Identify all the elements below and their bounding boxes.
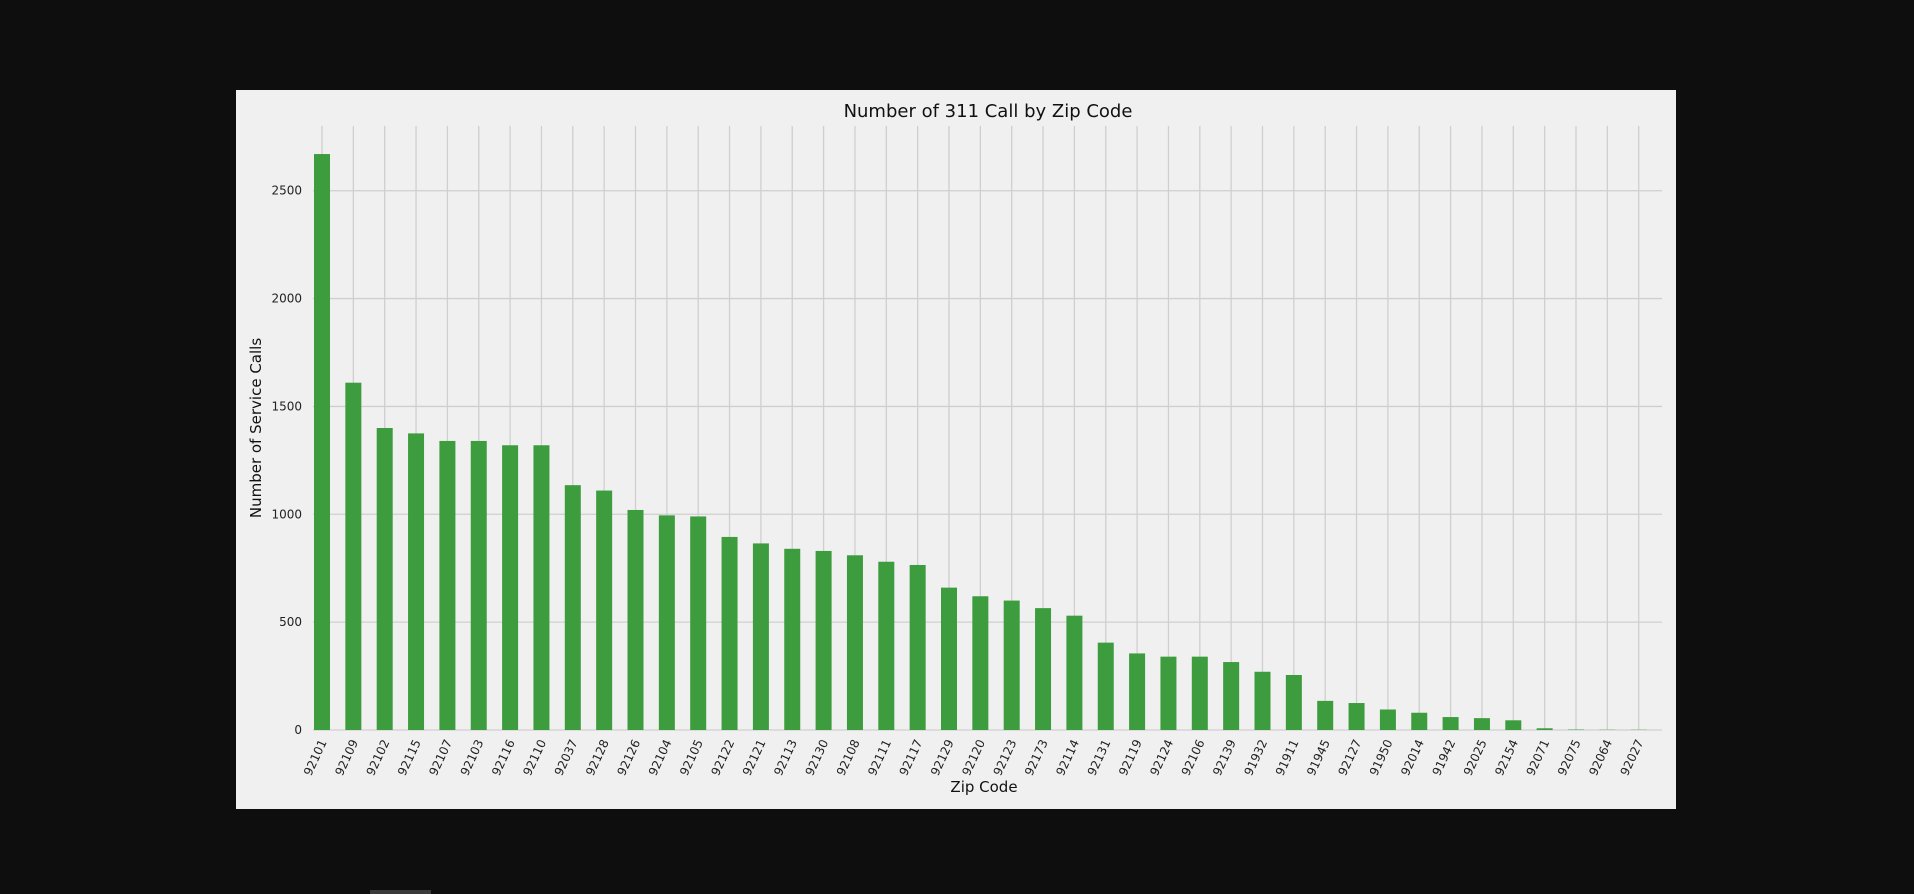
bar-92113 bbox=[784, 548, 801, 730]
bar-92121 bbox=[752, 543, 769, 730]
x-tick-label: 92075 bbox=[1555, 737, 1584, 778]
x-tick-label: 91945 bbox=[1304, 737, 1333, 778]
window-edge-tab bbox=[370, 890, 431, 894]
x-tick-label: 92115 bbox=[395, 737, 424, 778]
x-tick-label: 92126 bbox=[614, 737, 643, 778]
y-tick-label: 1500 bbox=[271, 399, 302, 413]
x-tick-label: 92064 bbox=[1586, 737, 1615, 778]
y-tick-label: 2500 bbox=[271, 184, 302, 198]
x-tick-label: 91932 bbox=[1241, 737, 1270, 778]
y-tick-label: 500 bbox=[279, 615, 302, 629]
x-tick-label: 92101 bbox=[301, 737, 330, 778]
x-tick-label: 92106 bbox=[1179, 737, 1208, 778]
bar-92123 bbox=[1003, 600, 1020, 730]
x-tick-label: 92114 bbox=[1053, 737, 1082, 778]
bar-92120 bbox=[972, 596, 989, 730]
x-axis-label: Zip Code bbox=[950, 778, 1017, 796]
x-tick-label: 92121 bbox=[740, 737, 769, 778]
bar-92154 bbox=[1505, 720, 1522, 730]
bars-layer bbox=[314, 154, 1647, 730]
chart-title: Number of 311 Call by Zip Code bbox=[844, 101, 1133, 122]
x-tick-label: 92105 bbox=[677, 737, 706, 778]
x-tick-label: 92119 bbox=[1116, 737, 1145, 778]
x-tick-label: 91942 bbox=[1429, 737, 1458, 778]
x-tick-label: 92116 bbox=[489, 737, 518, 778]
bar-92101 bbox=[314, 154, 330, 730]
x-tick-label: 92117 bbox=[897, 737, 926, 778]
bar-92119 bbox=[1129, 653, 1146, 730]
bar-92103 bbox=[470, 440, 487, 730]
x-tick-label: 92014 bbox=[1398, 737, 1427, 778]
x-tick-label: 92131 bbox=[1085, 737, 1114, 778]
x-tick-label: 92113 bbox=[771, 737, 800, 778]
x-tick-label: 92139 bbox=[1210, 737, 1239, 778]
bar-92071 bbox=[1536, 728, 1553, 730]
bar-91942 bbox=[1442, 717, 1459, 730]
x-tick-label: 92129 bbox=[928, 737, 957, 778]
bar-92110 bbox=[533, 445, 550, 730]
bar-92116 bbox=[502, 445, 519, 730]
y-tick-label: 1000 bbox=[271, 507, 302, 521]
x-tick-label: 92173 bbox=[1022, 737, 1051, 778]
x-tick-label: 91950 bbox=[1367, 737, 1396, 778]
y-tick-label: 2000 bbox=[271, 292, 302, 306]
bar-92126 bbox=[627, 509, 644, 730]
x-tick-label: 92122 bbox=[708, 737, 737, 778]
x-tick-label: 92110 bbox=[520, 737, 549, 778]
x-tick-label: 92124 bbox=[1147, 737, 1176, 778]
x-tick-label: 92104 bbox=[646, 737, 675, 778]
bar-92114 bbox=[1066, 615, 1083, 730]
bar-92106 bbox=[1191, 656, 1208, 730]
x-tick-label: 92037 bbox=[552, 737, 581, 778]
bar-92115 bbox=[408, 433, 425, 730]
bar-92105 bbox=[690, 516, 707, 730]
bar-92014 bbox=[1411, 712, 1428, 730]
x-tick-label: 92120 bbox=[959, 737, 988, 778]
bar-91932 bbox=[1254, 671, 1271, 730]
bar-92173 bbox=[1035, 608, 1052, 730]
bar-92108 bbox=[846, 555, 863, 730]
x-tick-label: 92127 bbox=[1335, 737, 1364, 778]
bar-92109 bbox=[345, 382, 362, 730]
x-tick-label: 92123 bbox=[991, 737, 1020, 778]
x-tick-label: 92130 bbox=[802, 737, 831, 778]
bar-92131 bbox=[1097, 642, 1114, 730]
bar-92037 bbox=[564, 485, 581, 730]
x-tick-label: 92027 bbox=[1618, 737, 1647, 778]
bar-91950 bbox=[1379, 709, 1396, 730]
y-axis-label: Number of Service Calls bbox=[247, 338, 265, 518]
bar-91945 bbox=[1317, 700, 1334, 730]
bar-92127 bbox=[1348, 703, 1365, 730]
bar-92122 bbox=[721, 536, 738, 730]
bar-92111 bbox=[878, 561, 895, 730]
bar-92124 bbox=[1160, 656, 1177, 730]
x-tick-label: 92107 bbox=[426, 737, 455, 778]
bar-92102 bbox=[376, 428, 393, 730]
x-tick-label: 92108 bbox=[834, 737, 863, 778]
bar-92025 bbox=[1473, 718, 1490, 730]
x-tick-label: 92109 bbox=[332, 737, 361, 778]
x-tick-label: 92071 bbox=[1524, 737, 1553, 778]
bar-92128 bbox=[596, 490, 613, 730]
x-tick-label: 92128 bbox=[583, 737, 612, 778]
chart-figure: 0 500 1000 1500 2000 2500 92101 92109 92102 9211… bbox=[236, 90, 1676, 809]
bar-92107 bbox=[439, 440, 456, 730]
x-tick-label: 92103 bbox=[458, 737, 487, 778]
bar-91911 bbox=[1285, 674, 1302, 730]
bar-92129 bbox=[941, 587, 957, 730]
x-tick-label: 92111 bbox=[865, 737, 894, 778]
x-tick-labels: 92101 92109 92102 92115 92107 92103 92116 92110… bbox=[301, 737, 1647, 778]
bar-92139 bbox=[1223, 662, 1240, 730]
y-tick-label: 0 bbox=[294, 723, 302, 737]
bar-92130 bbox=[815, 550, 832, 730]
x-tick-label: 91911 bbox=[1273, 737, 1302, 778]
y-tick-labels: 0 500 1000 1500 2000 2500 bbox=[271, 184, 302, 737]
x-tick-label: 92025 bbox=[1461, 737, 1490, 778]
bar-92117 bbox=[909, 564, 926, 730]
x-tick-label: 92154 bbox=[1492, 737, 1521, 778]
x-tick-label: 92102 bbox=[364, 737, 393, 778]
bar-92104 bbox=[658, 515, 675, 730]
